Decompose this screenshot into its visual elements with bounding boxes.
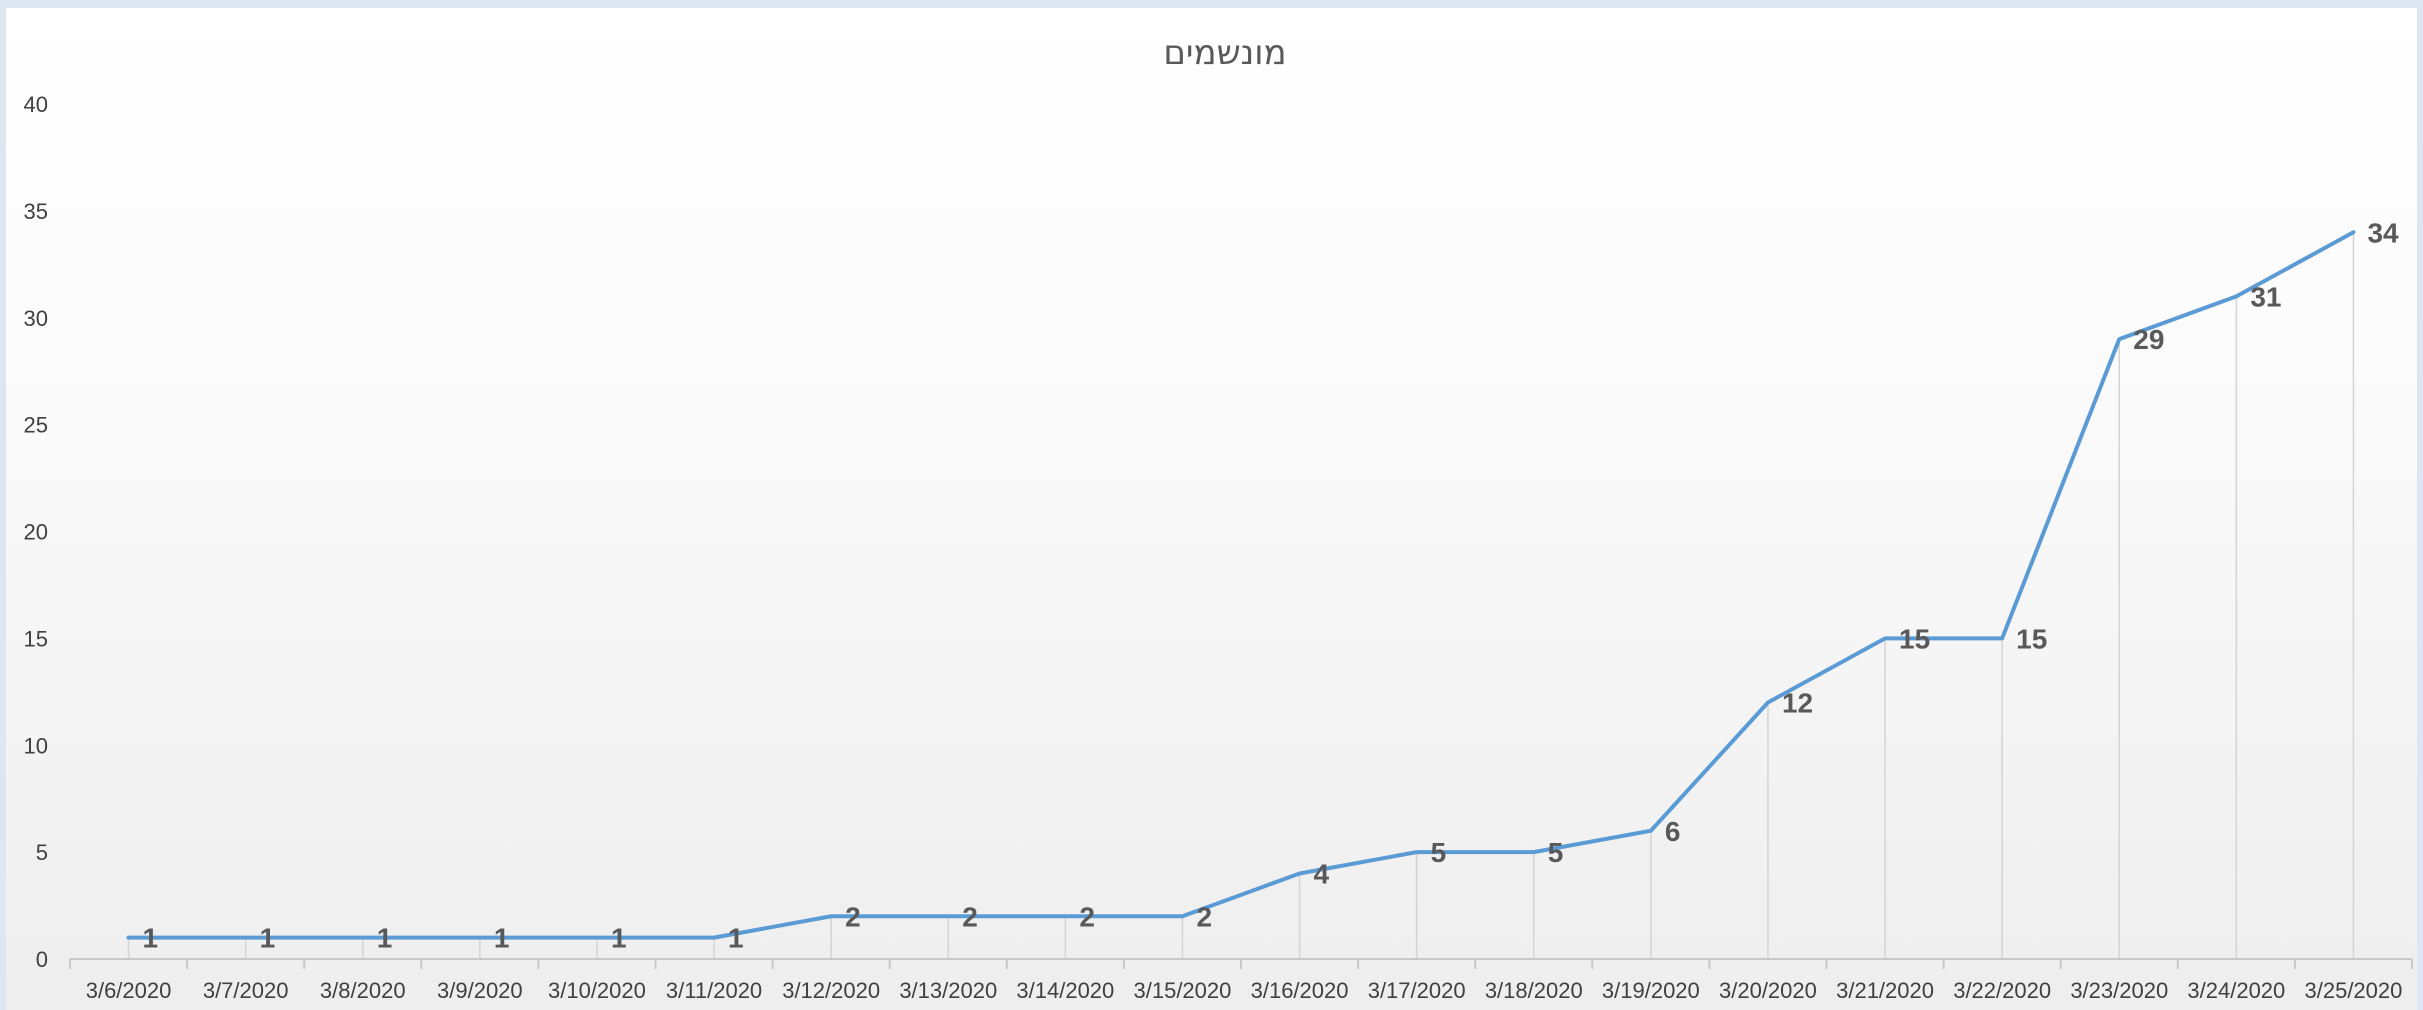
y-tick-label: 30 (24, 306, 48, 331)
x-tick-label: 3/17/2020 (1368, 978, 1466, 1003)
data-label: 2 (1079, 901, 1095, 932)
data-label: 2 (845, 901, 861, 932)
y-tick-label: 15 (24, 626, 48, 651)
x-tick-label: 3/16/2020 (1251, 978, 1349, 1003)
data-label: 12 (1782, 688, 1813, 719)
x-tick-label: 3/22/2020 (1953, 978, 2051, 1003)
x-tick-label: 3/24/2020 (2187, 978, 2285, 1003)
x-tick-label: 3/25/2020 (2305, 978, 2403, 1003)
x-tick-label: 3/12/2020 (782, 978, 880, 1003)
x-tick-label: 3/13/2020 (899, 978, 997, 1003)
data-label: 1 (728, 923, 744, 954)
data-label: 31 (2250, 281, 2281, 312)
x-tick-label: 3/7/2020 (203, 978, 289, 1003)
x-tick-label: 3/14/2020 (1016, 978, 1114, 1003)
data-label: 15 (2016, 623, 2047, 654)
x-tick-label: 3/18/2020 (1485, 978, 1583, 1003)
x-tick-label: 3/21/2020 (1836, 978, 1934, 1003)
y-tick-label: 40 (24, 92, 48, 117)
y-tick-label: 25 (24, 413, 48, 438)
chart-area: מונשמים 0 5 10 15 20 25 30 35 40 3/6/2020 3/7/202… (6, 8, 2417, 1010)
data-label: 34 (2367, 217, 2399, 248)
y-tick-label: 10 (24, 733, 48, 758)
chart-title: מונשמים (1163, 33, 1286, 73)
data-label: 1 (611, 923, 627, 954)
x-axis-labels: 3/6/2020 3/7/2020 3/8/2020 3/9/2020 3/10/202… (86, 978, 2403, 1003)
x-tick-label: 3/19/2020 (1602, 978, 1700, 1003)
x-tick-label: 3/8/2020 (320, 978, 406, 1003)
y-tick-label: 5 (36, 840, 48, 865)
data-label: 6 (1665, 816, 1681, 847)
x-tick-label: 3/15/2020 (1134, 978, 1232, 1003)
x-tick-label: 3/23/2020 (2070, 978, 2168, 1003)
data-label: 4 (1314, 859, 1330, 890)
x-tick-label: 3/9/2020 (437, 978, 523, 1003)
y-tick-label: 20 (24, 520, 48, 545)
data-label: 1 (260, 923, 276, 954)
x-tick-label: 3/11/2020 (666, 978, 762, 1003)
data-label: 1 (143, 923, 159, 954)
x-tick-label: 3/10/2020 (548, 978, 646, 1003)
data-label: 1 (494, 923, 510, 954)
x-tick-label: 3/6/2020 (86, 978, 172, 1003)
data-label: 5 (1431, 837, 1447, 868)
data-label: 29 (2133, 324, 2164, 355)
y-axis: 0 5 10 15 20 25 30 35 40 (24, 92, 48, 972)
y-tick-label: 0 (36, 947, 48, 972)
x-axis (69, 958, 2413, 969)
data-label: 1 (377, 923, 393, 954)
series-line (126, 230, 2356, 940)
x-tick-label: 3/20/2020 (1719, 978, 1817, 1003)
y-tick-label: 35 (24, 199, 48, 224)
data-label: 15 (1899, 623, 1930, 654)
data-label: 2 (962, 901, 978, 932)
drop-lines (127, 232, 2355, 959)
data-label: 5 (1548, 837, 1564, 868)
data-label: 2 (1196, 901, 1212, 932)
